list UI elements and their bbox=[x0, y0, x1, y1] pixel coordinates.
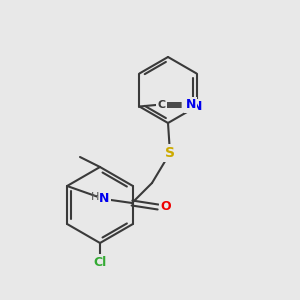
Text: O: O bbox=[161, 200, 171, 214]
Text: Cl: Cl bbox=[93, 256, 106, 268]
Text: S: S bbox=[165, 146, 175, 160]
Text: N: N bbox=[99, 193, 109, 206]
Text: N: N bbox=[185, 98, 196, 111]
Text: H: H bbox=[91, 192, 99, 202]
Text: C: C bbox=[158, 100, 166, 110]
Text: N: N bbox=[191, 100, 202, 113]
